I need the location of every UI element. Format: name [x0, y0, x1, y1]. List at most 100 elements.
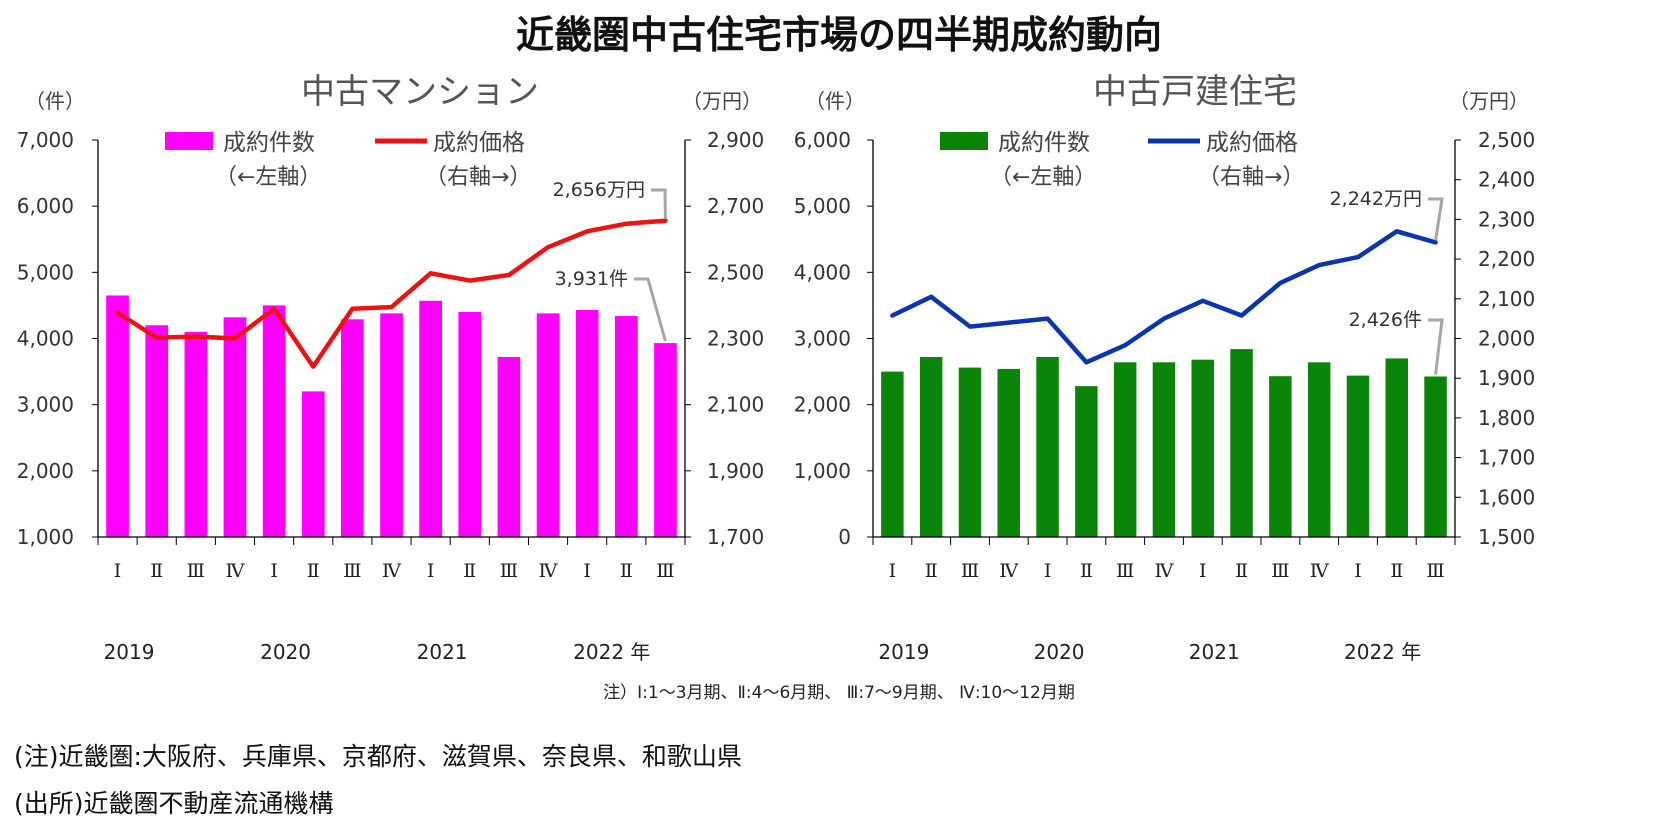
- house-price-point: [1008, 322, 1010, 324]
- house-price-point: [891, 315, 893, 316]
- house-category-label: Ⅲ: [961, 560, 979, 582]
- mansion-category-label: Ⅳ: [539, 560, 559, 582]
- mansion-legend-bar-label: 成約件数: [223, 130, 315, 156]
- house-right-tick-label: 1,900: [1478, 366, 1535, 390]
- house-right-tick-label: 2,400: [1478, 168, 1535, 192]
- house-bar: [1307, 362, 1331, 537]
- house-right-tick-label: 1,600: [1478, 485, 1535, 509]
- house-price-point: [1279, 282, 1281, 284]
- house-year-label: 2021: [1189, 640, 1240, 664]
- house-left-tick-label: 5,000: [794, 194, 851, 218]
- mansion-category-label: Ⅳ: [382, 560, 402, 582]
- mansion-bar: [341, 319, 364, 537]
- mansion-bar: [106, 295, 129, 537]
- mansion-price-point: [351, 308, 353, 310]
- house-bar: [1113, 362, 1137, 537]
- mansion-right-tick-label: 2,300: [707, 327, 764, 351]
- mansion-category-label: Ⅲ: [187, 560, 205, 582]
- house-right-tick-label: 2,500: [1478, 128, 1535, 152]
- house-price-point: [1435, 241, 1437, 243]
- mansion-right-tick-label: 2,500: [707, 260, 764, 284]
- mansion-category-label: Ⅰ: [114, 560, 122, 582]
- mansion-bar: [654, 343, 677, 537]
- house-category-label: Ⅲ: [1426, 560, 1444, 582]
- mansion-price-point: [586, 230, 588, 232]
- mansion-price-point: [547, 246, 549, 248]
- mansion-category-label: Ⅱ: [463, 560, 476, 582]
- house-callout-label: 2,242万円: [1330, 188, 1422, 210]
- house-legend-line-sub: （右軸→）: [1198, 165, 1304, 190]
- house-legend-line-label: 成約価格: [1206, 130, 1298, 156]
- mansion-price-point: [156, 337, 158, 339]
- house-category-label: Ⅱ: [1390, 560, 1403, 582]
- house-bar: [1424, 376, 1447, 537]
- mansion-right-tick-label: 1,700: [707, 525, 764, 549]
- mansion-callout-leader: [651, 188, 667, 219]
- house-category-label: Ⅳ: [1310, 560, 1330, 582]
- mansion-price-point: [195, 336, 197, 337]
- mansion-category-label: Ⅲ: [343, 560, 361, 582]
- house-price-point: [1047, 318, 1049, 320]
- chart-house: 中古戸建住宅 （件） （万円） 0 1,000 2,000 3,000 4,000 5,000 6…: [794, 72, 1536, 664]
- mansion-left-tick-label: 5,000: [17, 260, 74, 284]
- house-left-unit: （件）: [805, 89, 865, 113]
- mansion-callout-label: 3,931件: [555, 268, 628, 290]
- mansion-category-label: Ⅳ: [225, 560, 245, 582]
- mansion-bar: [184, 331, 208, 537]
- house-category-label: Ⅱ: [1080, 560, 1093, 582]
- house-right-tick-label: 1,700: [1478, 446, 1535, 470]
- house-category-label: Ⅲ: [1116, 560, 1134, 582]
- house-price-line: [890, 229, 1438, 365]
- mansion-right-tick-label: 2,700: [707, 194, 764, 218]
- house-category-label: Ⅰ: [1199, 560, 1207, 582]
- mansion-right-tick-label: 2,900: [707, 128, 764, 152]
- mansion-year-label: 2019: [104, 640, 155, 664]
- house-price-point: [1202, 300, 1204, 302]
- mansion-left-tick-label: 7,000: [17, 128, 74, 152]
- house-right-tick-label: 1,500: [1478, 525, 1535, 549]
- mansion-price-point: [625, 223, 627, 225]
- mansion-legend-line-label: 成約価格: [433, 130, 525, 156]
- region-footnote: (注)近畿圏:大阪府、兵庫県、京都府、滋賀県、奈良県、和歌山県: [14, 742, 742, 771]
- mansion-legend-bar-sub: （←左軸）: [215, 165, 321, 190]
- house-right-tick-label: 2,100: [1478, 287, 1535, 311]
- mansion-chart-title: 中古マンション: [301, 72, 539, 112]
- house-bar: [1346, 375, 1370, 537]
- mansion-bar: [262, 305, 286, 537]
- house-bar: [958, 367, 982, 537]
- mansion-bar: [145, 325, 169, 537]
- house-left-tick-label: 2,000: [794, 393, 851, 417]
- house-category-label: Ⅳ: [1155, 560, 1175, 582]
- mansion-bar: [223, 317, 247, 537]
- mansion-year-label: 2021: [417, 640, 468, 664]
- house-bar: [1191, 359, 1214, 537]
- house-category-label: Ⅱ: [1235, 560, 1248, 582]
- house-right-tick-label: 2,200: [1478, 247, 1535, 271]
- house-legend-bar-sub: （←左軸）: [990, 165, 1096, 190]
- house-left-tick-label: 1,000: [794, 459, 851, 483]
- mansion-price-point: [469, 280, 471, 282]
- mansion-category-label: Ⅱ: [620, 560, 633, 582]
- mansion-bar: [536, 313, 560, 537]
- mansion-year-label: 2020: [260, 640, 311, 664]
- house-category-label: Ⅲ: [1271, 560, 1289, 582]
- page-title: 近畿圏中古住宅市場の四半期成約動向: [515, 13, 1162, 57]
- house-legend-bar-swatch: [940, 132, 988, 150]
- mansion-left-tick-label: 4,000: [17, 327, 74, 351]
- mansion-price-point: [430, 272, 432, 274]
- mansion-bar: [575, 310, 599, 537]
- house-legend-bar-label: 成約件数: [998, 130, 1090, 156]
- house-left-tick-label: 4,000: [794, 260, 851, 284]
- mansion-category-label: Ⅲ: [500, 560, 518, 582]
- mansion-price-point: [234, 338, 236, 339]
- mansion-year-label: 2022 年: [573, 640, 650, 664]
- mansion-left-tick-label: 3,000: [17, 393, 74, 417]
- house-year-label: 2019: [878, 640, 929, 664]
- source-footnote: (出所)近畿圏不動産流通機構: [14, 789, 334, 818]
- house-price-point: [930, 296, 932, 298]
- house-callout-leader: [1428, 318, 1444, 375]
- house-bar: [1385, 358, 1408, 537]
- house-bar: [919, 357, 943, 537]
- quarter-note: 注）Ⅰ:1～3月期、Ⅱ:4～6月期、 Ⅲ:7～9月期、 Ⅳ:10～12月期: [603, 683, 1075, 703]
- house-year-label: 2020: [1034, 640, 1085, 664]
